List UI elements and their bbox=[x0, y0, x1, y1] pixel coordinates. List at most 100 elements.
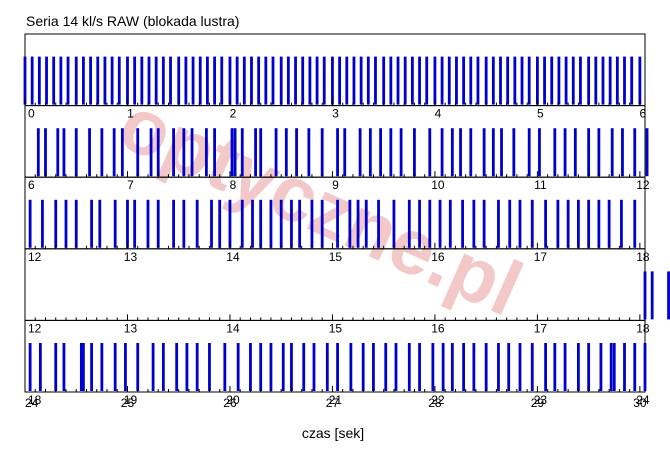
frame-bar bbox=[66, 56, 70, 105]
frame-bar bbox=[74, 128, 78, 177]
bottom-axis: 24 25 26 27 28 29 30 bbox=[25, 396, 647, 410]
frame-bar bbox=[271, 56, 275, 105]
frame-bar bbox=[621, 128, 624, 177]
frame-bar bbox=[312, 343, 316, 391]
frame-bar bbox=[520, 56, 524, 105]
frame-bar bbox=[536, 56, 539, 105]
frame-bar bbox=[361, 343, 365, 391]
frame-bar bbox=[236, 343, 240, 391]
frame-bar bbox=[418, 199, 421, 248]
frame-bar bbox=[295, 128, 298, 177]
frame-bar bbox=[191, 56, 195, 105]
tick-label: 23 bbox=[534, 393, 548, 407]
frame-bar bbox=[56, 128, 60, 177]
frame-bar bbox=[377, 199, 380, 248]
tick-label: 5 bbox=[537, 107, 544, 121]
frame-bar bbox=[643, 271, 647, 320]
frame-bar bbox=[120, 128, 124, 177]
frame-bar bbox=[553, 128, 557, 177]
frame-bar bbox=[259, 128, 263, 177]
frame-bar bbox=[62, 128, 66, 177]
tick-label: 16 bbox=[431, 321, 445, 335]
frame-bar bbox=[98, 199, 102, 248]
frame-bar bbox=[597, 199, 601, 248]
frame-bar bbox=[497, 199, 500, 248]
frame-bar bbox=[136, 128, 140, 177]
bottom-tick-label: 30 bbox=[633, 396, 647, 410]
frame-bar bbox=[59, 56, 63, 105]
frame-bar bbox=[399, 128, 403, 177]
frame-bar bbox=[389, 56, 393, 105]
panel-1: 0 1 2 3 4 5 6 bbox=[23, 33, 647, 121]
frame-bar bbox=[557, 56, 561, 105]
frame-bar bbox=[599, 343, 603, 391]
frame-bar bbox=[633, 128, 637, 177]
frame-bar bbox=[441, 343, 445, 391]
frame-bar bbox=[594, 56, 598, 105]
frame-bar bbox=[290, 199, 293, 248]
panel-5: 18 19 20 21 22 23 24 bbox=[24, 319, 650, 407]
frame-bar bbox=[218, 199, 222, 248]
frame-bar bbox=[89, 56, 92, 105]
frame-bar bbox=[175, 343, 179, 391]
frame-bar bbox=[113, 343, 117, 391]
frame-bar bbox=[161, 343, 165, 391]
tick-label: 10 bbox=[431, 178, 445, 192]
frame-bar bbox=[54, 343, 58, 391]
tick-label: 4 bbox=[435, 107, 442, 121]
tick-label: 24 bbox=[636, 393, 650, 407]
frame-bar bbox=[491, 128, 495, 177]
tick-label: 20 bbox=[226, 393, 240, 407]
frame-bar bbox=[512, 128, 516, 177]
frame-bar bbox=[30, 56, 34, 105]
frame-bar bbox=[440, 56, 444, 105]
frame-bar bbox=[156, 199, 160, 248]
frame-bar bbox=[37, 56, 41, 105]
frame-bar bbox=[156, 128, 160, 177]
frame-bar bbox=[88, 128, 91, 177]
frame-bar bbox=[566, 199, 570, 248]
frame-bar bbox=[518, 343, 522, 391]
tick-label: 11 bbox=[534, 178, 547, 192]
frame-bar bbox=[169, 56, 172, 105]
tick-label: 13 bbox=[124, 250, 138, 264]
frame-bar bbox=[133, 56, 137, 105]
frame-bar bbox=[213, 128, 216, 177]
frame-bar bbox=[638, 56, 642, 105]
frame-bar bbox=[630, 56, 634, 105]
frame-bar bbox=[440, 128, 444, 177]
frame-bar bbox=[281, 343, 285, 391]
bottom-tick-label: 26 bbox=[223, 396, 237, 410]
frame-bar bbox=[140, 56, 144, 105]
frame-bar bbox=[331, 56, 334, 105]
frame-bar bbox=[286, 56, 290, 105]
frame-bar bbox=[499, 56, 502, 105]
tick-label: 7 bbox=[127, 178, 134, 192]
frame-bar bbox=[228, 199, 232, 248]
frame-bar bbox=[220, 56, 224, 105]
tick-label: 16 bbox=[431, 250, 445, 264]
frame-bar bbox=[389, 128, 393, 177]
tick-label: 12 bbox=[636, 178, 650, 192]
tick-label: 0 bbox=[28, 107, 35, 121]
frame-bar bbox=[198, 56, 202, 105]
frame-bar bbox=[407, 199, 411, 248]
panel-4: 12 13 14 15 16 17 18 bbox=[24, 248, 670, 335]
frame-bar bbox=[294, 56, 297, 105]
frame-bar bbox=[563, 343, 567, 391]
frame-bar bbox=[359, 56, 363, 105]
tick-label: 18 bbox=[636, 321, 650, 335]
frame-bar bbox=[571, 56, 575, 105]
frame-bar bbox=[251, 199, 254, 248]
frame-bar bbox=[290, 343, 293, 391]
frame-bar bbox=[322, 56, 326, 105]
bottom-tick-label: 27 bbox=[326, 396, 340, 410]
frame-bar bbox=[182, 199, 186, 248]
frame-bar bbox=[250, 56, 253, 105]
frame-bar bbox=[607, 199, 611, 248]
frame-bar bbox=[257, 56, 261, 105]
frame-bar bbox=[100, 128, 104, 177]
frame-bar bbox=[530, 343, 534, 391]
tick-label: 19 bbox=[124, 393, 138, 407]
